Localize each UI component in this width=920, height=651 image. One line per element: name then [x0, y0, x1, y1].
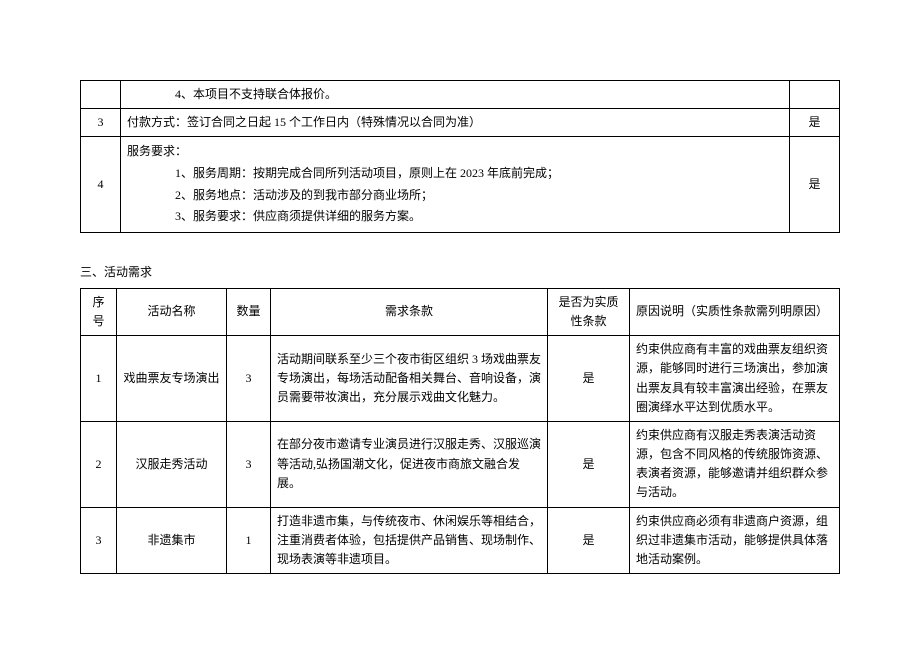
header-flag: 是否为实质性条款 — [548, 288, 630, 335]
row-content: 服务要求： 1、服务周期：按期完成合同所列活动项目，原则上在 2023 年底前完… — [121, 137, 790, 232]
cell-req: 打造非遗市集，与传统夜市、休闲娱乐等相结合，注重消费者体验，包括提供产品销售、现… — [271, 507, 548, 574]
row-num: 4 — [81, 137, 121, 232]
cell-name: 非遗集市 — [117, 507, 227, 574]
cell-num: 3 — [81, 507, 117, 574]
table-row: 2 汉服走秀活动 3 在部分夜市邀请专业演员进行汉服走秀、汉服巡演等活动,弘扬国… — [81, 421, 840, 507]
cell-flag: 是 — [548, 507, 630, 574]
cell-num: 1 — [81, 336, 117, 422]
header-name: 活动名称 — [117, 288, 227, 335]
section-title: 三、活动需求 — [80, 263, 840, 280]
row-content: 付款方式：签订合同之日起 15 个工作日内（特殊情况以合同为准） — [121, 109, 790, 137]
cell-req: 在部分夜市邀请专业演员进行汉服走秀、汉服巡演等活动,弘扬国潮文化，促进夜市商旅文… — [271, 421, 548, 507]
row-flag — [790, 81, 840, 109]
cell-name: 戏曲票友专场演出 — [117, 336, 227, 422]
row-num — [81, 81, 121, 109]
cell-reason: 约束供应商有汉服走秀表演活动资源，包含不同风格的传统服饰资源、表演者资源，能够邀… — [630, 421, 840, 507]
table-row: 4 服务要求： 1、服务周期：按期完成合同所列活动项目，原则上在 2023 年底… — [81, 137, 840, 232]
requirements-table-1: 4、本项目不支持联合体报价。 3 付款方式：签订合同之日起 15 个工作日内（特… — [80, 80, 840, 233]
activities-table: 序号 活动名称 数量 需求条款 是否为实质性条款 原因说明（实质性条款需列明原因… — [80, 288, 840, 574]
table-row: 4、本项目不支持联合体报价。 — [81, 81, 840, 109]
row-content: 4、本项目不支持联合体报价。 — [121, 81, 790, 109]
cell-qty: 3 — [227, 336, 271, 422]
cell-reason: 约束供应商必须有非遗商户资源，组织过非遗集市活动，能够提供具体落地活动案例。 — [630, 507, 840, 574]
cell-flag: 是 — [548, 421, 630, 507]
table-header-row: 序号 活动名称 数量 需求条款 是否为实质性条款 原因说明（实质性条款需列明原因… — [81, 288, 840, 335]
header-qty: 数量 — [227, 288, 271, 335]
table-row: 3 非遗集市 1 打造非遗市集，与传统夜市、休闲娱乐等相结合，注重消费者体验，包… — [81, 507, 840, 574]
header-req: 需求条款 — [271, 288, 548, 335]
cell-qty: 1 — [227, 507, 271, 574]
cell-flag: 是 — [548, 336, 630, 422]
cell-num: 2 — [81, 421, 117, 507]
table-row: 3 付款方式：签订合同之日起 15 个工作日内（特殊情况以合同为准） 是 — [81, 109, 840, 137]
cell-req: 活动期间联系至少三个夜市街区组织 3 场戏曲票友专场演出，每场活动配备相关舞台、… — [271, 336, 548, 422]
row-flag: 是 — [790, 109, 840, 137]
header-reason: 原因说明（实质性条款需列明原因） — [630, 288, 840, 335]
table-row: 1 戏曲票友专场演出 3 活动期间联系至少三个夜市街区组织 3 场戏曲票友专场演… — [81, 336, 840, 422]
row-num: 3 — [81, 109, 121, 137]
cell-qty: 3 — [227, 421, 271, 507]
cell-reason: 约束供应商有丰富的戏曲票友组织资源，能够同时进行三场演出，参加演出票友具有较丰富… — [630, 336, 840, 422]
cell-name: 汉服走秀活动 — [117, 421, 227, 507]
row-flag: 是 — [790, 137, 840, 232]
header-num: 序号 — [81, 288, 117, 335]
